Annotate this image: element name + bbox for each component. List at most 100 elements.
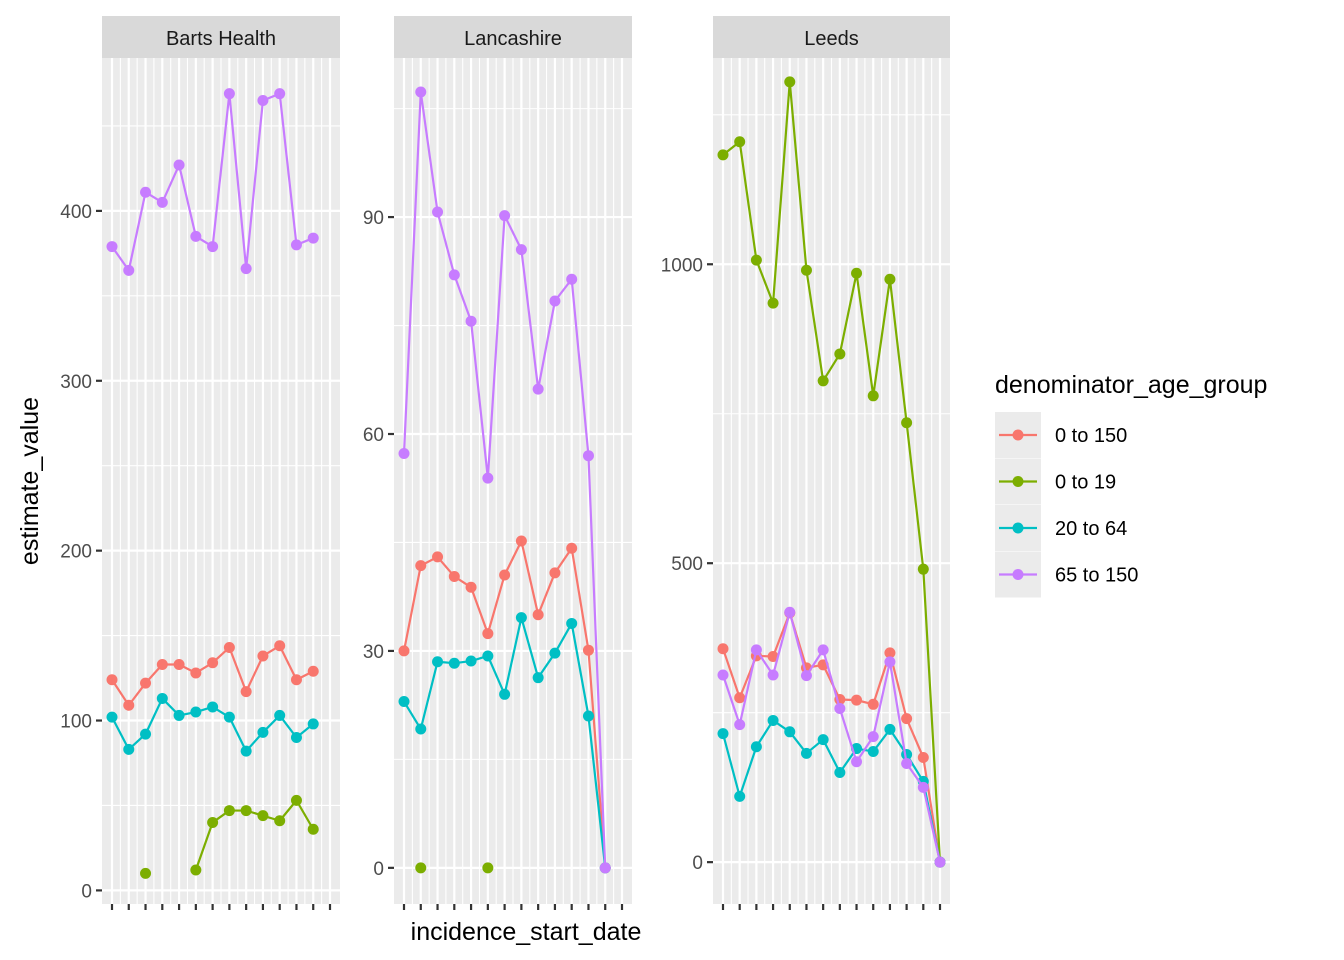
data-point: [750, 741, 762, 753]
data-point: [307, 823, 319, 835]
data-point: [190, 230, 202, 242]
y-tick-label: 1000: [661, 255, 703, 276]
y-axis-title: estimate_value: [16, 397, 44, 565]
data-point: [717, 149, 729, 161]
data-point: [867, 698, 879, 710]
series-line: [722, 80, 942, 863]
data-point: [240, 263, 252, 275]
data-point: [784, 726, 796, 738]
data-point: [432, 206, 444, 218]
series-0-to-150: [398, 535, 611, 874]
data-point: [432, 551, 444, 563]
data-point: [274, 709, 286, 721]
facet-title: Barts Health: [166, 28, 276, 50]
data-point: [800, 747, 812, 759]
data-point: [173, 159, 185, 171]
y-tick-label: 500: [671, 554, 703, 575]
data-point: [834, 702, 846, 714]
data-point: [123, 264, 135, 276]
data-point: [717, 728, 729, 740]
data-point: [257, 810, 269, 822]
panel-1: Lancashire 0 30 60 90: [363, 16, 632, 910]
y-tick-label: 30: [363, 642, 384, 663]
legend-label: 0 to 19: [1055, 472, 1116, 494]
data-point: [717, 643, 729, 655]
legend: denominator_age_group 0 to 150 0 to 19 20 t…: [995, 371, 1267, 598]
data-point: [884, 647, 896, 659]
data-point: [274, 640, 286, 652]
data-point: [800, 264, 812, 276]
data-point: [817, 375, 829, 387]
data-point: [817, 734, 829, 746]
data-point: [190, 864, 202, 876]
legend-label: 20 to 64: [1055, 518, 1127, 540]
data-point: [901, 713, 913, 725]
y-tick-label: 100: [60, 712, 92, 733]
data-point: [867, 390, 879, 402]
data-point: [257, 726, 269, 738]
data-point: [901, 757, 913, 769]
data-point: [834, 348, 846, 360]
data-point: [290, 239, 302, 251]
series-0-to-19: [415, 862, 494, 874]
y-tick-label: 300: [60, 372, 92, 393]
y-tick-label: 200: [60, 542, 92, 563]
data-point: [734, 719, 746, 731]
data-point: [240, 805, 252, 817]
data-point: [307, 718, 319, 730]
data-point: [867, 731, 879, 743]
data-point: [398, 448, 410, 460]
legend-title: denominator_age_group: [995, 371, 1267, 399]
data-point: [549, 567, 561, 579]
data-point: [482, 650, 494, 662]
data-point: [207, 657, 219, 669]
series-65-to-150: [106, 88, 319, 276]
data-point: [156, 196, 168, 208]
facet-title: Leeds: [804, 28, 859, 50]
facet-title: Lancashire: [464, 28, 562, 50]
data-point: [901, 417, 913, 429]
y-tick-label: 0: [373, 859, 384, 880]
data-point: [207, 701, 219, 713]
data-point: [499, 210, 511, 222]
data-point: [499, 688, 511, 700]
data-point: [140, 186, 152, 198]
data-point: [290, 732, 302, 744]
series-0-to-150: [106, 640, 319, 711]
facet-strip: [394, 16, 632, 58]
data-point: [290, 674, 302, 686]
data-point: [257, 94, 269, 106]
data-point: [767, 297, 779, 309]
data-point: [448, 269, 460, 281]
data-point: [415, 86, 427, 98]
data-point: [734, 790, 746, 802]
data-point: [465, 315, 477, 327]
y-tick-label: 0: [692, 853, 703, 874]
facet-strip: [713, 16, 950, 58]
data-point: [140, 867, 152, 879]
data-point: [499, 569, 511, 581]
series-65-to-150: [717, 606, 946, 868]
data-point: [240, 686, 252, 698]
legend-key-point: [1012, 522, 1024, 534]
data-point: [867, 746, 879, 758]
data-point: [917, 752, 929, 764]
data-point: [582, 450, 594, 462]
y-tick-label: 400: [60, 202, 92, 223]
data-point: [917, 781, 929, 793]
data-point: [834, 766, 846, 778]
data-point: [257, 650, 269, 662]
data-point: [106, 674, 118, 686]
data-point: [415, 560, 427, 572]
data-point: [465, 655, 477, 667]
data-point: [851, 756, 863, 768]
data-point: [123, 699, 135, 711]
data-point: [140, 677, 152, 689]
data-point: [190, 667, 202, 679]
series-0-to-19: [140, 794, 319, 879]
data-point: [734, 136, 746, 148]
data-point: [784, 606, 796, 618]
data-point: [717, 669, 729, 681]
data-point: [432, 656, 444, 668]
data-point: [566, 273, 578, 285]
